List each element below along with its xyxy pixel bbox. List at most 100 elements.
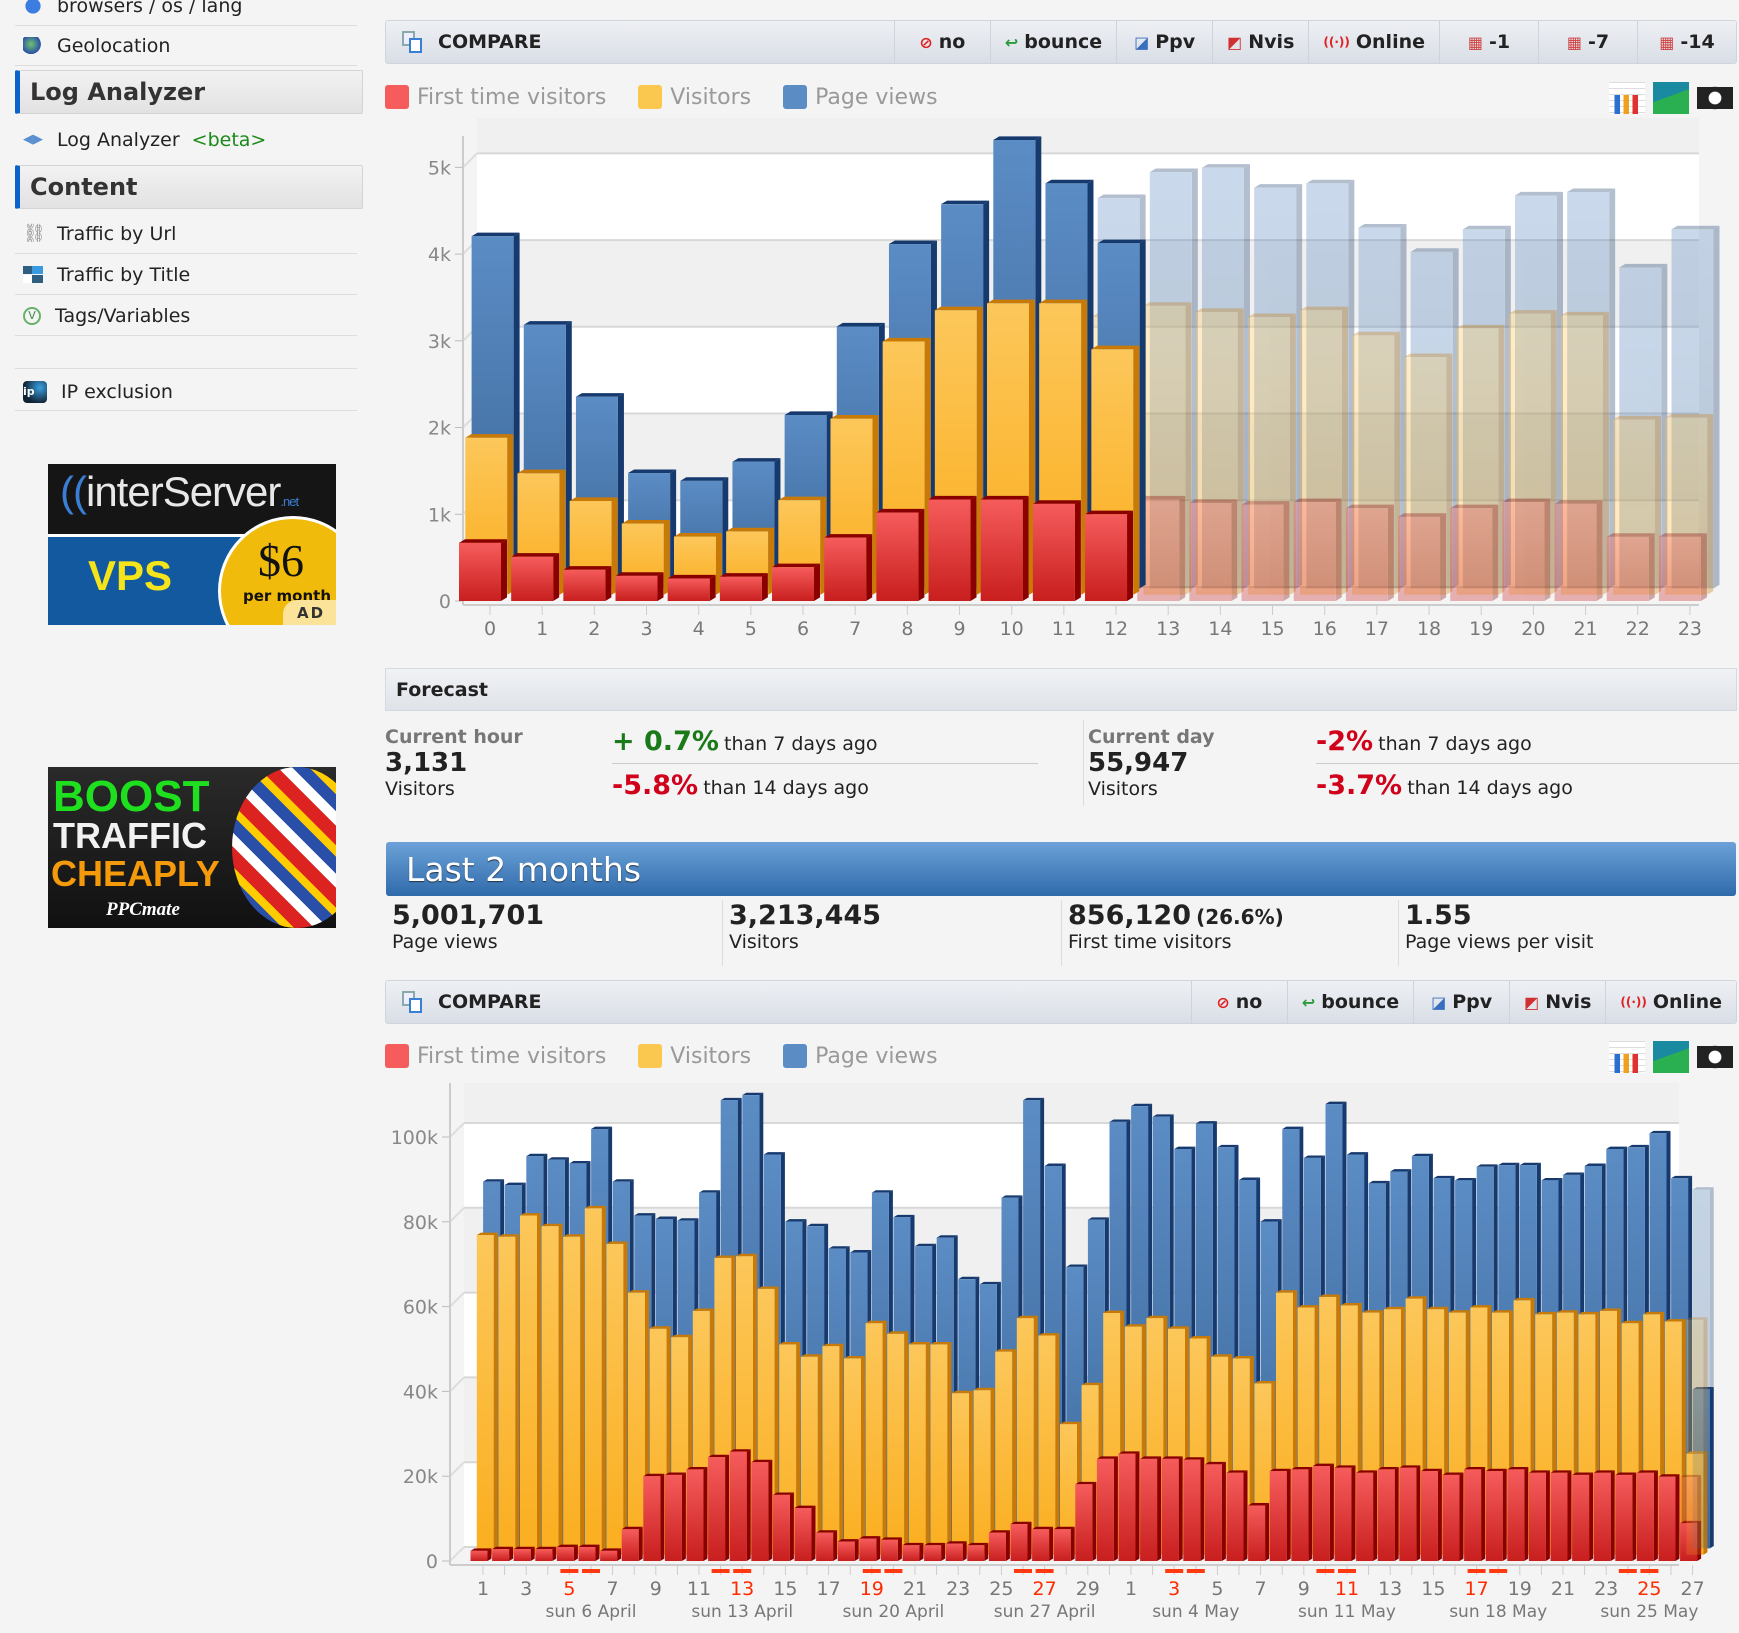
nvis-icon: ◩ [1524,992,1540,1012]
sidebar-item-ip-exclusion[interactable]: ip IP exclusion [15,373,357,411]
bar-top [1345,504,1394,509]
bar-top [1462,225,1511,230]
total-label: Page views per visit [1405,931,1594,953]
bar-first-time-visitors [535,1546,557,1561]
bar-side [789,1492,794,1561]
gridline-depth [449,1207,465,1223]
compare-button-label: no [1235,991,1263,1013]
bar-side [839,1343,844,1555]
bar-first-time-visitors [492,1546,514,1561]
bar-side [1113,1456,1118,1561]
bar-face [794,1508,812,1561]
compare-button-ppv[interactable]: ◪ Ppv [1413,981,1509,1023]
bar-side [969,1390,973,1555]
bar-top [628,469,677,474]
bar-side [833,1530,838,1561]
bar-top [1306,179,1355,184]
sidebar-item-traffic-by-url[interactable]: ⛓ Traffic by Url [15,214,357,254]
globe-icon [23,36,43,55]
bar-visitors [1016,1315,1038,1555]
compare-button-minus-7[interactable]: ▦ -7 [1538,21,1637,63]
x-tick-label: 7 [607,1578,619,1600]
bar-top [1248,1503,1270,1506]
legend-swatch [638,1044,663,1068]
day-cmp-14-pct: -3.7% [1316,770,1403,801]
total-value: 1.55 [1405,900,1472,931]
bar-chart-icon[interactable] [1609,82,1645,114]
area-chart-icon[interactable] [1653,82,1689,114]
bar-top [1044,1163,1066,1166]
bar-top [1658,533,1707,537]
bar-top [714,1255,736,1258]
bar-top [699,1190,721,1193]
bar-top [757,1286,779,1289]
sidebar-item-log-analyzer[interactable]: ◀▶ Log Analyzer <beta> [15,120,357,160]
bar-side [1308,1467,1313,1561]
bar-face [1606,536,1649,601]
bar-top [850,1250,872,1253]
compare-button-no[interactable]: ⊘ no [1190,981,1287,1023]
sidebar-item-browsers[interactable]: browsers / os / lang [15,0,357,26]
bar-top [1297,1305,1319,1308]
gridline-depth [462,152,478,169]
legend-item-ftv[interactable]: First time visitors [385,1044,606,1069]
compare-button-online[interactable]: ((·)) Online [1605,981,1736,1023]
bar-side [854,1539,859,1561]
total-extra: (26.6%) [1196,905,1284,929]
legend-item-visitors[interactable]: Visitors [638,85,751,110]
compare-button-online[interactable]: ((·)) Online [1308,21,1439,63]
weekend-marker [1165,1569,1184,1573]
bar-top [1502,498,1551,503]
sidebar-item-traffic-by-title[interactable]: Traffic by Title [15,255,357,295]
sidebar-item-label: IP exclusion [61,380,173,403]
bar-first-time-visitors [1593,1470,1615,1561]
camera-icon[interactable] [1697,82,1733,114]
bar-top [785,1219,807,1222]
compare-button-bounce[interactable]: ↩ bounce [1286,981,1413,1023]
weekend-marker [1186,1569,1205,1573]
bar-first-time-visitors [928,495,977,601]
bar-top [1303,1155,1325,1158]
legend-item-pageviews[interactable]: Page views [783,85,938,110]
bar-first-time-visitors [1053,1526,1075,1561]
bar-top [1032,500,1081,504]
sidebar-item-geolocation[interactable]: Geolocation [15,26,357,66]
bar-side [611,497,618,595]
sidebar-item-label: Log Analyzer [57,129,180,151]
bar-top [511,553,560,557]
legend-item-ftv[interactable]: First time visitors [385,85,606,110]
ad-banner-ppcmate[interactable]: BOOST TRAFFIC CHEAPLY PPCmate [48,767,336,928]
compare-button-minus-1[interactable]: ▦ -1 [1439,21,1538,63]
compare-icon [402,31,424,53]
legend-item-pageviews[interactable]: Page views [783,1044,938,1069]
week-label: sun 6 April [546,1602,637,1622]
bar-face [1291,1469,1309,1561]
bar-top [1143,302,1192,306]
compare-button-label: Nvis [1248,31,1295,53]
bar-chart-icon[interactable] [1609,1041,1645,1073]
area-chart-icon[interactable] [1653,1041,1689,1073]
compare-button-minus-14[interactable]: ▦ -14 [1637,21,1736,63]
legend-item-visitors[interactable]: Visitors [638,1044,751,1069]
camera-icon[interactable] [1697,1041,1733,1073]
bar-top [1584,1163,1606,1166]
bar-top [1087,1217,1109,1220]
day-cmp-7: -2% than 7 days ago [1316,726,1739,764]
bar-side [1243,1470,1248,1561]
ad-banner-interserver[interactable]: ((interServer.net VPS $6 per month AD [48,464,336,625]
compare-button-bounce[interactable]: ↩ bounce [989,21,1116,63]
compare-button-no[interactable]: ⊘ no [893,21,990,63]
bar-side [1033,1315,1038,1555]
beta-badge: <beta> [191,129,267,151]
compare-button-ppv[interactable]: ◪ Ppv [1116,21,1212,63]
compare-button-nvis[interactable]: ◩ Nvis [1509,981,1605,1023]
x-tick-label: 17 [1365,618,1389,640]
bar-top [952,1390,973,1394]
sidebar-item-tags-variables[interactable]: V Tags/Variables [15,296,357,336]
bar-face [1399,1467,1417,1561]
bounce-icon: ↩ [1301,992,1316,1012]
compare-button-nvis[interactable]: ◩ Nvis [1212,21,1308,63]
legend-label: First time visitors [417,84,607,110]
bar-side [1286,1468,1291,1561]
bar-face [772,1494,790,1561]
